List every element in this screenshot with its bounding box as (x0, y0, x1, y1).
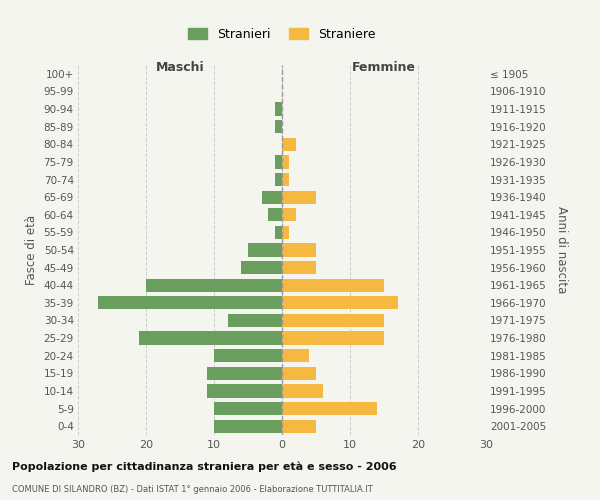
Bar (282, 138, 296, 151)
Bar (248, 244, 282, 256)
Text: COMUNE DI SILANDRO (BZ) - Dati ISTAT 1° gennaio 2006 - Elaborazione TUTTITALIA.I: COMUNE DI SILANDRO (BZ) - Dati ISTAT 1° … (12, 485, 373, 494)
Bar (275, 102, 282, 116)
Bar (146, 278, 282, 292)
Bar (207, 366, 282, 380)
Bar (282, 190, 316, 204)
Bar (139, 332, 282, 344)
Bar (282, 314, 384, 327)
Legend: Stranieri, Straniere: Stranieri, Straniere (184, 23, 380, 46)
Bar (275, 173, 282, 186)
Bar (282, 278, 384, 292)
Bar (214, 349, 282, 362)
Bar (214, 402, 282, 415)
Bar (282, 349, 309, 362)
Bar (282, 366, 316, 380)
Y-axis label: Fasce di età: Fasce di età (25, 215, 38, 285)
Bar (282, 156, 289, 168)
Bar (282, 208, 296, 222)
Bar (282, 332, 384, 344)
Bar (98, 296, 282, 310)
Bar (275, 226, 282, 239)
Bar (275, 120, 282, 134)
Bar (241, 261, 282, 274)
Text: Maschi: Maschi (155, 62, 205, 74)
Bar (262, 190, 282, 204)
Bar (282, 384, 323, 398)
Bar (268, 208, 282, 222)
Bar (214, 420, 282, 433)
Bar (282, 420, 316, 433)
Text: Femmine: Femmine (352, 62, 416, 74)
Bar (227, 314, 282, 327)
Bar (282, 173, 289, 186)
Bar (282, 402, 377, 415)
Bar (275, 156, 282, 168)
Text: Popolazione per cittadinanza straniera per età e sesso - 2006: Popolazione per cittadinanza straniera p… (12, 462, 397, 472)
Bar (282, 261, 316, 274)
Bar (207, 384, 282, 398)
Bar (282, 296, 398, 310)
Bar (282, 244, 316, 256)
Y-axis label: Anni di nascita: Anni di nascita (555, 206, 568, 294)
Bar (282, 226, 289, 239)
